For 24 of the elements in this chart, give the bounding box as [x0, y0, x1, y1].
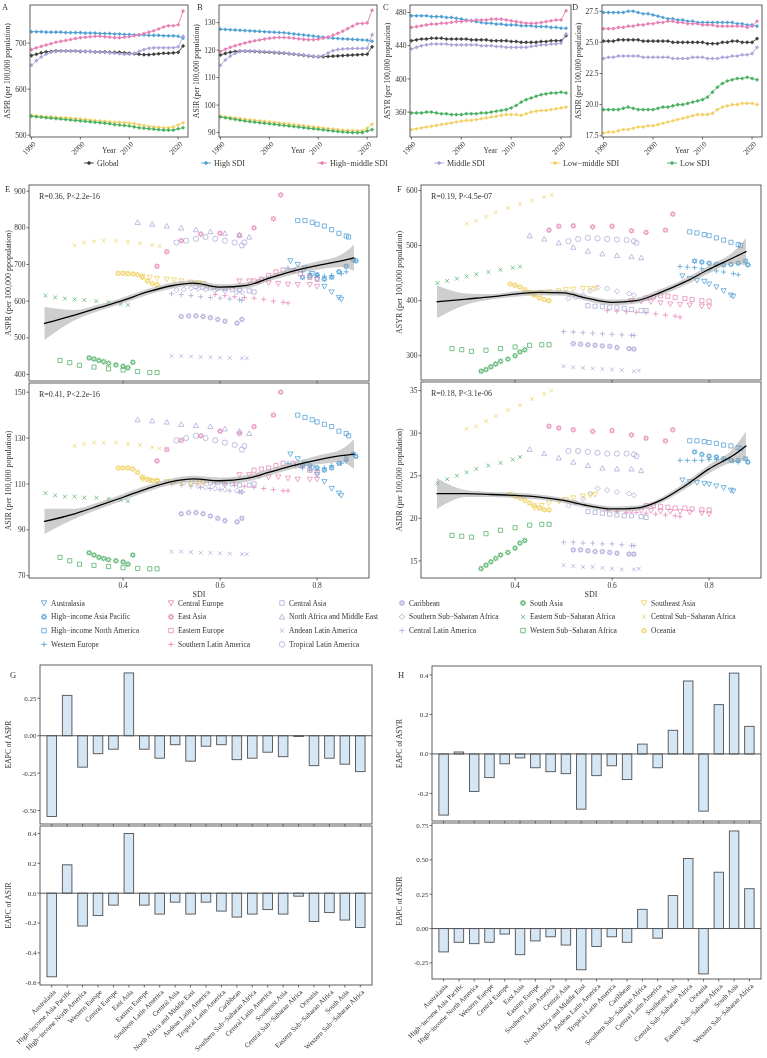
y-axis-title: ASDR (per 100,000 population) — [394, 428, 404, 532]
annotation: R=0.41, P<2.2e-16 — [39, 390, 101, 399]
y-axis-title: ASIR (per 100,000 population) — [3, 430, 13, 531]
text: H — [398, 670, 405, 680]
annotation: R=0.18, P<3.1e-06 — [431, 389, 493, 398]
annotation: R=0.36, P<2.2e-16 — [39, 192, 101, 201]
chart-title: E — [5, 184, 11, 194]
legend-label: Low SDI — [680, 158, 710, 168]
chart-title: D — [572, 2, 579, 12]
y-axis-title: ASYR (per 100,000 population) — [394, 230, 404, 335]
text: G — [10, 670, 17, 680]
chart-title: C — [383, 2, 389, 12]
legend-label: Low−middle SDI — [563, 158, 620, 168]
x-axis-title: SDI — [192, 590, 206, 599]
legend-label: High−middle SDI — [330, 158, 388, 168]
annotation: R=0.19, P<4.5e-07 — [431, 192, 493, 201]
legend-label: Middle SDI — [447, 158, 486, 168]
chart-title: B — [197, 2, 203, 12]
x-axis-title: SDI — [584, 590, 598, 599]
chart-title: F — [397, 184, 402, 194]
y-axis-title: ASPR (per 100,000 ppopulation) — [3, 229, 13, 336]
legend-label: Global — [97, 158, 120, 168]
chart-title: A — [2, 2, 9, 12]
legend-label: High SDI — [214, 158, 246, 168]
